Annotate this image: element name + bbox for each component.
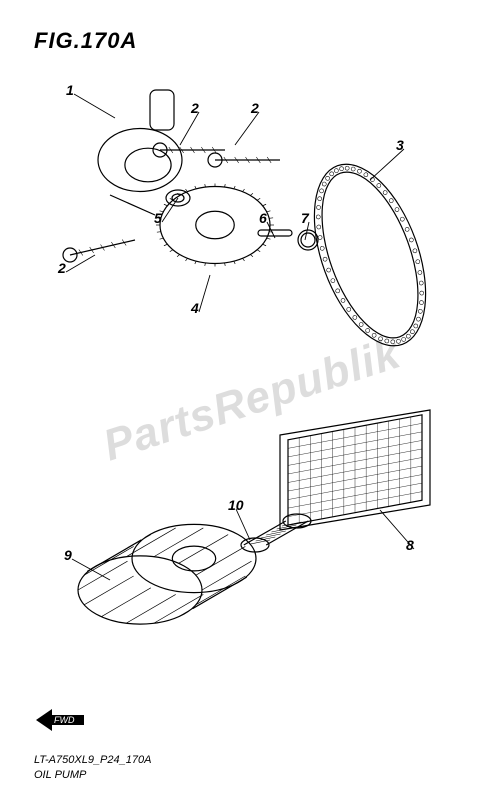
fwd-label: FWD	[54, 715, 75, 725]
callout-2: 2	[251, 100, 259, 116]
callout-2: 2	[58, 260, 66, 276]
caption-line1: LT-A750XL9_P24_170A	[34, 754, 151, 766]
callout-8: 8	[406, 537, 414, 553]
figure-caption: LT-A750XL9_P24_170A OIL PUMP	[34, 753, 151, 782]
callout-3: 3	[396, 137, 404, 153]
callout-10: 10	[228, 497, 244, 513]
callout-7: 7	[301, 210, 309, 226]
exploded-diagram	[0, 0, 504, 800]
callout-9: 9	[64, 547, 72, 563]
callout-6: 6	[259, 210, 267, 226]
caption-line2: OIL PUMP	[34, 769, 86, 781]
callout-2: 2	[191, 100, 199, 116]
callout-5: 5	[154, 210, 162, 226]
fwd-arrow: FWD	[34, 705, 104, 740]
callout-4: 4	[191, 300, 199, 316]
callout-1: 1	[66, 82, 74, 98]
